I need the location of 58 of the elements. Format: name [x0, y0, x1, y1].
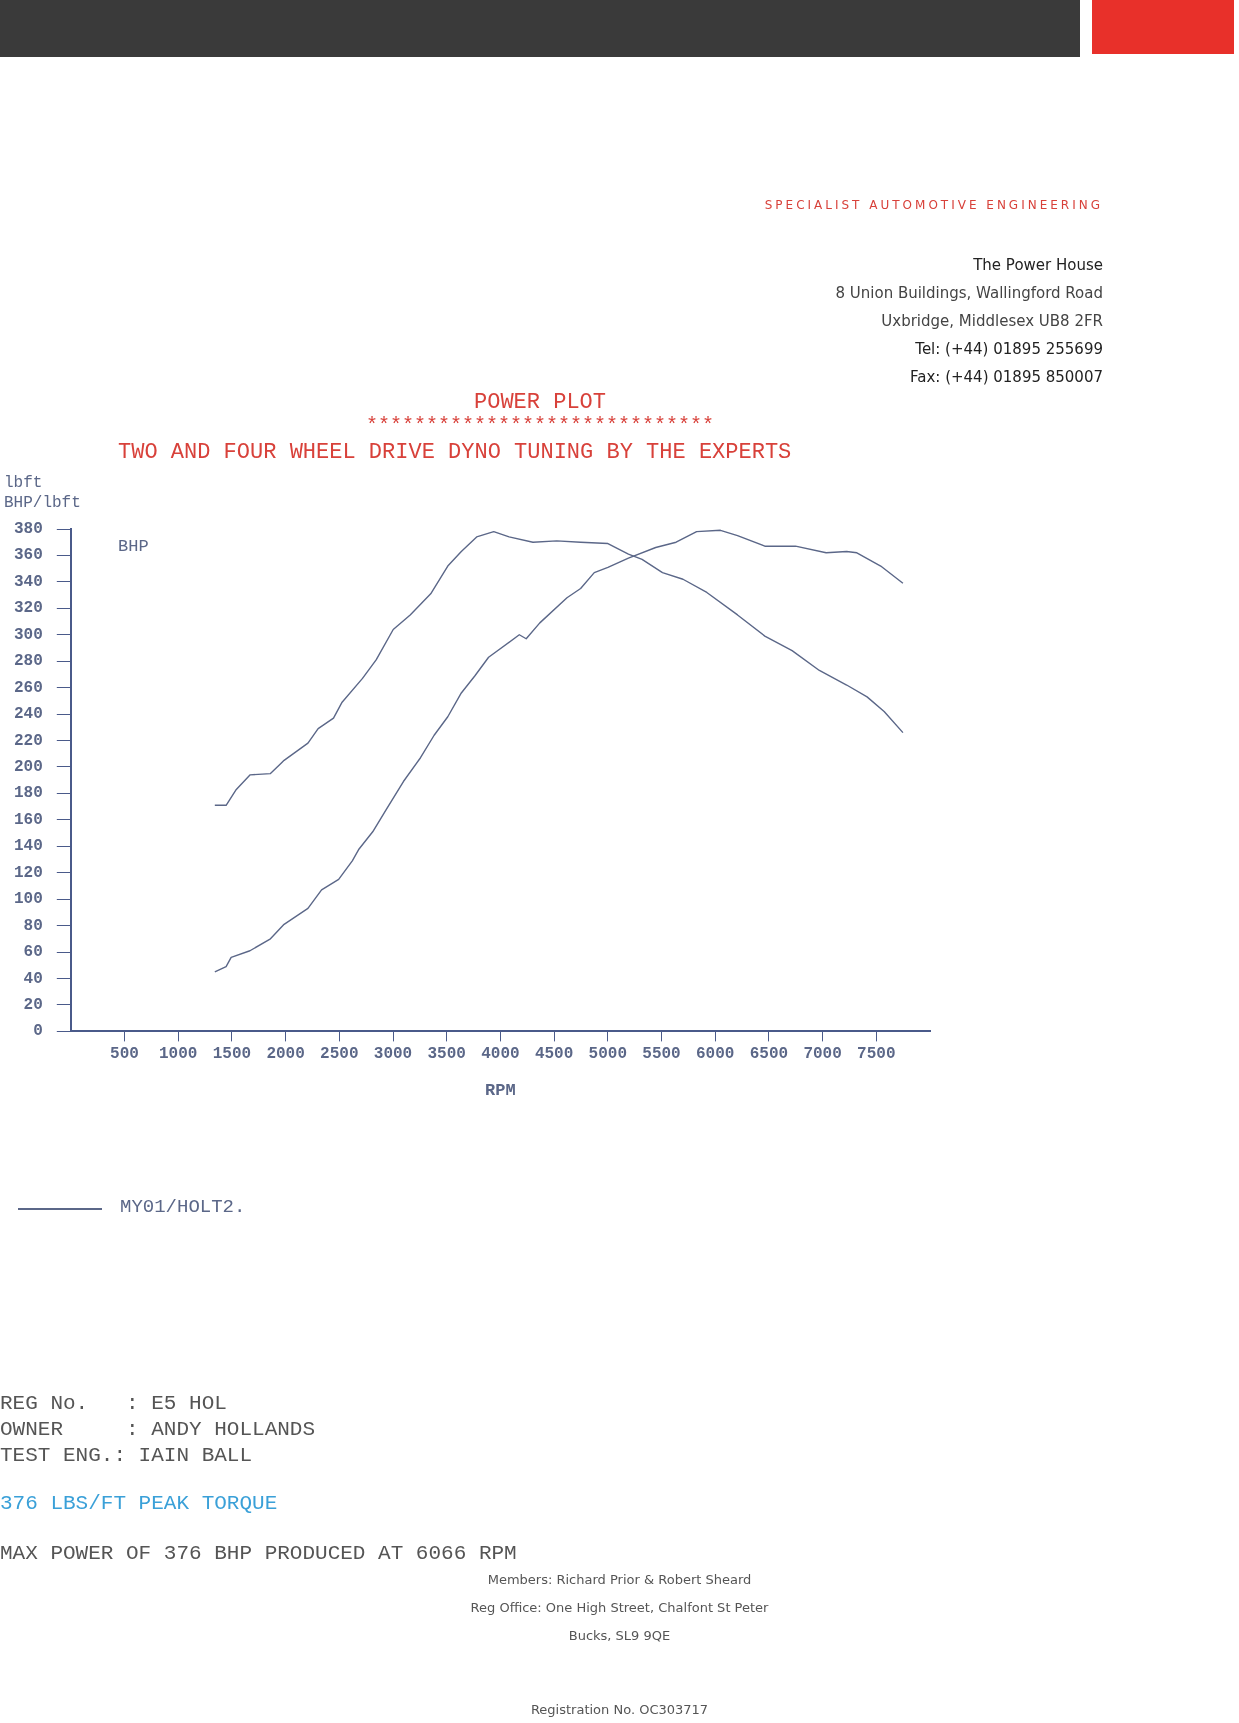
chart-subtitle: TWO AND FOUR WHEEL DRIVE DYNO TUNING BY THE EXPERTS	[118, 440, 792, 465]
text: Bucks, SL9 9QE	[567, 1628, 672, 1643]
text: MAX POWER OF 376 BHP PRODUCED AT 6066 RPM	[0, 1542, 517, 1565]
y-tick-label: 240	[13, 705, 43, 724]
y-tick-label: 0	[33, 1022, 43, 1041]
text: Fax: (+44) 01895 850007	[909, 368, 1103, 386]
text: 8 Union Buildings, Wallingford Road	[835, 284, 1103, 302]
x-tick-label: 7000	[803, 1045, 842, 1064]
x-tick-label: 1000	[159, 1045, 198, 1064]
y-tick-label: 320	[13, 599, 43, 618]
text: 376 LBS/FT PEAK TORQUE	[0, 1492, 278, 1515]
text: Uxbridge, Middlesex UB8 2FR	[881, 312, 1103, 330]
x-tick-label: 6500	[749, 1045, 789, 1064]
y-tick-label: 300	[13, 625, 43, 644]
x-tick-label: 5000	[588, 1045, 627, 1064]
text: MY01/HOLT2.	[120, 1196, 246, 1218]
x-axis-title: RPM	[485, 1081, 516, 1101]
y-tick-label: 40	[23, 969, 43, 988]
y-tick-label: 360	[13, 546, 43, 565]
text: *****************************	[364, 414, 716, 437]
x-tick-label: 7500	[857, 1045, 896, 1064]
x-tick-label: 2000	[266, 1045, 305, 1064]
text: Members: Richard Prior & Robert Sheard	[486, 1572, 753, 1587]
x-tick-label: 6000	[696, 1045, 735, 1064]
text: REG No. : E5 HOL	[0, 1392, 227, 1415]
y-axis-title: BHP/lbft	[4, 494, 81, 512]
text: OWNER : ANDY HOLLANDS	[0, 1418, 316, 1441]
x-tick-label: 4000	[481, 1045, 520, 1064]
y-tick-label: 60	[23, 943, 43, 962]
y-tick-label: 180	[13, 784, 43, 803]
y-tick-label: 260	[13, 678, 43, 697]
annotation: BHP	[118, 537, 149, 556]
chart-title: POWER PLOT	[473, 390, 607, 415]
text: SPECIALIST AUTOMOTIVE ENGINEERING	[764, 198, 1103, 212]
y-tick-label: 380	[13, 520, 43, 539]
x-tick-label: 4500	[534, 1045, 574, 1064]
y-tick-label: 80	[23, 916, 43, 935]
y-tick-label: 280	[13, 652, 43, 671]
y-tick-label: 220	[13, 731, 43, 750]
text: lbft	[4, 474, 43, 492]
y-tick-label: 100	[13, 890, 43, 909]
y-tick-label: 340	[13, 572, 43, 591]
x-tick-label: 2500	[320, 1045, 359, 1064]
y-tick-label: 160	[13, 810, 43, 829]
y-tick-label: 120	[13, 863, 43, 882]
y-tick-label: 200	[13, 758, 43, 777]
text: The Power House	[973, 256, 1103, 274]
text: Registration No. OC303717	[529, 1702, 710, 1717]
x-tick-label: 1500	[212, 1045, 252, 1064]
y-tick-label: 20	[23, 995, 43, 1014]
text: Tel: (+44) 01895 255699	[915, 340, 1103, 358]
x-tick-label: 5500	[642, 1045, 681, 1064]
x-tick-label: 3000	[373, 1045, 413, 1064]
x-tick-label: 3500	[427, 1045, 466, 1064]
text: Reg Office: One High Street, Chalfont St Peter	[469, 1600, 770, 1615]
x-tick-label: 500	[110, 1045, 139, 1064]
text: TEST ENG.: IAIN BALL	[0, 1444, 253, 1467]
y-tick-label: 140	[13, 837, 43, 856]
